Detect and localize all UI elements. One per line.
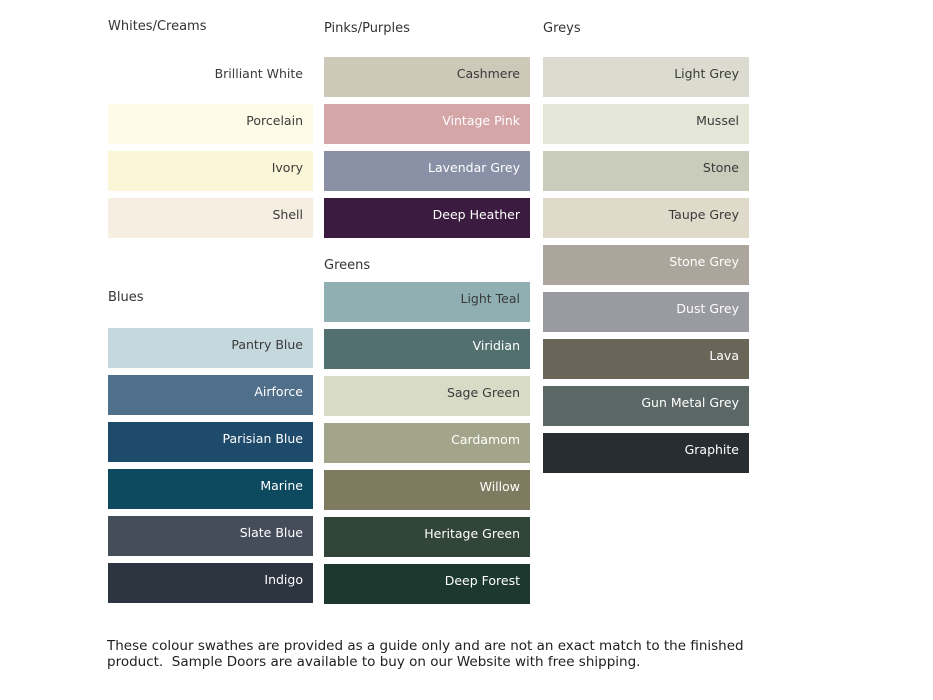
swatch-label: Deep Forest <box>444 573 520 588</box>
swatch-label: Ivory <box>271 160 303 175</box>
swatch-light-grey: Light Grey <box>543 57 749 97</box>
swatch-label: Dust Grey <box>676 301 739 316</box>
swatch-label: Lava <box>709 348 739 363</box>
swatch-label: Shell <box>272 207 304 222</box>
swatch-label: Airforce <box>254 384 303 399</box>
swatch-label: Graphite <box>684 442 739 457</box>
swatch-label: Pantry Blue <box>231 337 303 352</box>
swatch-lava: Lava <box>543 339 749 379</box>
swatch-label: Cashmere <box>456 66 520 81</box>
swatch-taupe-grey: Taupe Grey <box>543 198 749 238</box>
swatch-cashmere: Cashmere <box>324 57 530 97</box>
swatch-label: Cardamom <box>451 432 520 447</box>
swatch-cardamom: Cardamom <box>324 423 530 463</box>
swatch-graphite: Graphite <box>543 433 749 473</box>
swatch-viridian: Viridian <box>324 329 530 369</box>
swatch-stone-grey: Stone Grey <box>543 245 749 285</box>
column-whites-blues: Whites/Creams Brilliant White Porcelain … <box>108 0 313 610</box>
column-pinks-greens: Pinks/Purples Cashmere Vintage Pink Lave… <box>324 0 530 611</box>
swatch-label: Stone <box>702 160 739 175</box>
swatch-lavendar-grey: Lavendar Grey <box>324 151 530 191</box>
swatch-label: Porcelain <box>246 113 303 128</box>
group-header-greys: Greys <box>543 21 581 36</box>
column-greys: Greys Light Grey Mussel Stone Taupe Grey… <box>543 0 749 480</box>
swatch-label: Deep Heather <box>432 207 520 222</box>
swatch-pantry-blue: Pantry Blue <box>108 328 313 368</box>
swatch-indigo: Indigo <box>108 563 313 603</box>
swatch-marine: Marine <box>108 469 313 509</box>
swatch-heritage-green: Heritage Green <box>324 517 530 557</box>
swatch-slate-blue: Slate Blue <box>108 516 313 556</box>
swatch-label: Taupe Grey <box>668 207 739 222</box>
swatch-label: Heritage Green <box>424 526 520 541</box>
swatch-parisian-blue: Parisian Blue <box>108 422 313 462</box>
group-header-greens: Greens <box>324 258 371 273</box>
swatch-dust-grey: Dust Grey <box>543 292 749 332</box>
group-header-whites-creams: Whites/Creams <box>108 19 207 34</box>
swatch-label: Stone Grey <box>669 254 739 269</box>
swatch-vintage-pink: Vintage Pink <box>324 104 530 144</box>
group-header-blues: Blues <box>108 290 144 305</box>
swatch-label: Parisian Blue <box>222 431 303 446</box>
group-header-pinks-purples: Pinks/Purples <box>324 21 410 36</box>
swatch-stone: Stone <box>543 151 749 191</box>
swatch-shell: Shell <box>108 198 313 238</box>
disclaimer-text: These colour swathes are provided as a g… <box>107 638 748 670</box>
swatch-label: Indigo <box>264 572 303 587</box>
swatch-label: Viridian <box>472 338 520 353</box>
swatch-deep-forest: Deep Forest <box>324 564 530 604</box>
swatch-willow: Willow <box>324 470 530 510</box>
swatch-brilliant-white: Brilliant White <box>108 57 313 97</box>
swatch-gun-metal-grey: Gun Metal Grey <box>543 386 749 426</box>
swatch-label: Sage Green <box>446 385 520 400</box>
swatch-airforce: Airforce <box>108 375 313 415</box>
swatch-label: Lavendar Grey <box>428 160 520 175</box>
swatch-porcelain: Porcelain <box>108 104 313 144</box>
swatch-label: Gun Metal Grey <box>641 395 739 410</box>
swatch-label: Mussel <box>696 113 739 128</box>
swatch-label: Marine <box>260 478 303 493</box>
swatch-label: Vintage Pink <box>442 113 520 128</box>
swatch-label: Brilliant White <box>214 66 303 81</box>
swatch-deep-heather: Deep Heather <box>324 198 530 238</box>
swatch-label: Light Grey <box>674 66 739 81</box>
swatch-label: Slate Blue <box>239 525 303 540</box>
swatch-light-teal: Light Teal <box>324 282 530 322</box>
swatch-label: Light Teal <box>460 291 520 306</box>
swatch-ivory: Ivory <box>108 151 313 191</box>
swatch-mussel: Mussel <box>543 104 749 144</box>
swatch-label: Willow <box>479 479 520 494</box>
swatch-sage-green: Sage Green <box>324 376 530 416</box>
